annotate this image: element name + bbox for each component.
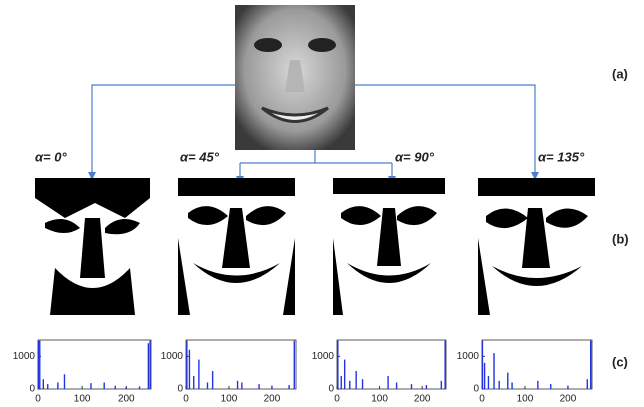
x-tick-label: 100 <box>221 394 238 405</box>
x-tick-label: 200 <box>560 394 577 405</box>
alpha-label: α= 90° <box>395 149 435 164</box>
x-tick-label: 0 <box>479 394 485 405</box>
x-tick-label: 200 <box>264 394 281 405</box>
x-tick-label: 200 <box>414 394 431 405</box>
alpha-label: α= 135° <box>538 149 585 164</box>
plot-frame <box>38 340 151 389</box>
plot-frame <box>186 340 296 389</box>
x-tick-label: 0 <box>183 394 189 405</box>
x-tick-label: 0 <box>35 394 41 405</box>
binary-images <box>35 178 595 315</box>
panel-label: (c) <box>612 354 628 369</box>
y-tick-label: 1000 <box>312 351 335 362</box>
x-tick-label: 100 <box>371 394 388 405</box>
plot-frame <box>337 340 446 389</box>
y-tick-label: 1000 <box>13 351 36 362</box>
x-tick-label: 200 <box>118 394 135 405</box>
panel-label: (a) <box>612 66 628 81</box>
x-tick-label: 0 <box>334 394 340 405</box>
alpha-label: α= 0° <box>35 149 67 164</box>
panel-label: (b) <box>612 231 629 246</box>
x-tick-label: 100 <box>517 394 534 405</box>
y-tick-label: 1000 <box>457 351 480 362</box>
x-tick-label: 100 <box>74 394 91 405</box>
figure: (a) (b) (c) α= 0°010000100200α= 45°01000… <box>0 0 644 407</box>
face-photo <box>235 5 355 150</box>
alpha-label: α= 45° <box>180 149 220 164</box>
y-tick-label: 1000 <box>161 351 184 362</box>
